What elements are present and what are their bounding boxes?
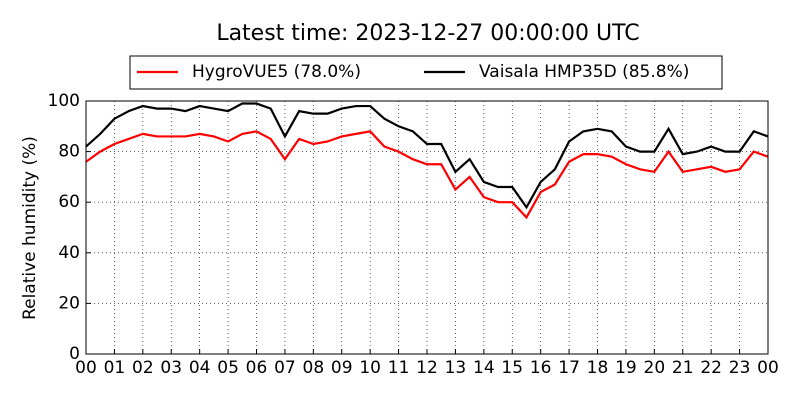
- y-tick-label: 0: [69, 344, 80, 364]
- x-tick-label: 20: [644, 358, 666, 378]
- x-tick-label: 06: [246, 358, 268, 378]
- legend-label: Vaisala HMP35D (85.8%): [479, 62, 689, 82]
- x-tick-label: 03: [160, 358, 182, 378]
- y-axis-label: Relative humidity (%): [20, 136, 40, 320]
- x-tick-label: 00: [757, 358, 779, 378]
- x-tick-label: 13: [445, 358, 467, 378]
- chart-title: Latest time: 2023-12-27 00:00:00 UTC: [216, 21, 639, 46]
- y-tick-label: 20: [58, 293, 80, 313]
- line: [85, 130, 769, 220]
- x-tick-label: 07: [274, 358, 296, 378]
- y-tick-label: 100: [48, 91, 80, 111]
- y-tick-label: 60: [58, 192, 80, 212]
- y-tick-label: 40: [58, 243, 80, 263]
- x-tick-label: 08: [303, 358, 325, 378]
- line: [85, 102, 769, 210]
- x-tick-label: 18: [587, 358, 609, 378]
- x-tick-label: 22: [700, 358, 722, 378]
- x-tick-label: 01: [104, 358, 126, 378]
- x-tick-label: 04: [189, 358, 211, 378]
- x-tick-label: 19: [615, 358, 637, 378]
- x-tick-label: 05: [217, 358, 239, 378]
- x-tick-label: 14: [473, 358, 495, 378]
- plot-frame: [85, 100, 769, 355]
- x-tick-label: 23: [729, 358, 751, 378]
- x-tick-label: 21: [672, 358, 694, 378]
- x-tick-label: 09: [331, 358, 353, 378]
- x-tick-label: 02: [132, 358, 154, 378]
- y-tick-label: 80: [58, 142, 80, 162]
- x-tick-label: 10: [359, 358, 381, 378]
- x-tick-label: 00: [75, 358, 97, 378]
- legend-label: HygroVUE5 (78.0%): [192, 62, 361, 82]
- x-tick-label: 15: [501, 358, 523, 378]
- x-tick-label: 11: [388, 358, 410, 378]
- x-tick-label: 16: [530, 358, 552, 378]
- x-tick-label: 17: [558, 358, 580, 378]
- x-tick-label: 12: [416, 358, 438, 378]
